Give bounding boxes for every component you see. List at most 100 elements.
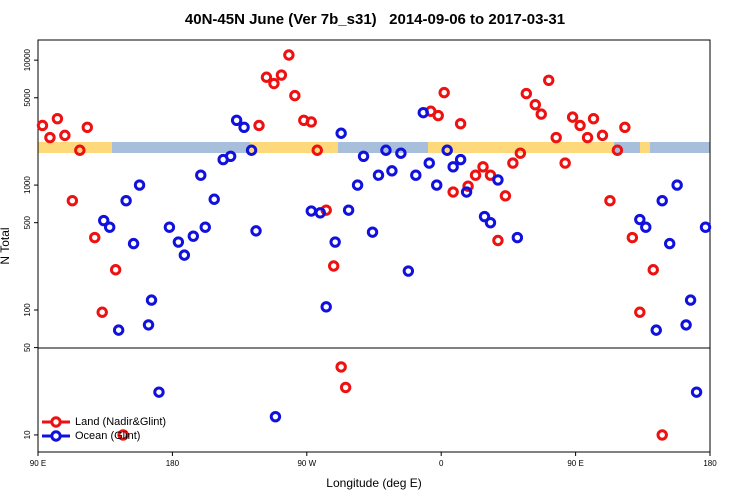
point [59, 129, 71, 142]
point [395, 147, 407, 159]
y-tick-label: 10 [23, 430, 32, 439]
point [98, 214, 110, 227]
point [117, 429, 129, 441]
point [671, 179, 683, 191]
point [626, 231, 639, 244]
point [112, 324, 125, 336]
point [380, 144, 392, 156]
point [283, 49, 295, 61]
point [611, 144, 624, 156]
point [543, 74, 555, 86]
point [366, 226, 379, 238]
point [462, 180, 474, 192]
point [684, 294, 697, 306]
land-band [250, 142, 338, 153]
point [492, 174, 504, 186]
y-tick-label: 50 [23, 343, 32, 352]
point [460, 186, 473, 198]
point [145, 294, 158, 306]
point [469, 169, 482, 181]
point [574, 119, 586, 132]
point [499, 190, 512, 202]
point [423, 157, 435, 169]
y-tick-label: 100 [23, 303, 32, 317]
point [432, 109, 444, 122]
point [559, 157, 571, 169]
point [314, 207, 326, 219]
point [438, 86, 450, 99]
point [441, 144, 453, 156]
point [268, 77, 280, 90]
point [484, 169, 497, 181]
land-band [428, 142, 614, 153]
x-tick-label: 90 W [297, 459, 316, 468]
legend-label: Ocean (Glint) [75, 430, 140, 442]
chart-title: 40N-45N June (Ver 7b_s31) 2014-09-06 to … [185, 11, 565, 28]
y-tick-label: 5000 [23, 88, 32, 106]
point [402, 265, 415, 277]
point [250, 225, 262, 237]
point [305, 205, 317, 217]
point [163, 221, 176, 233]
point [650, 324, 662, 336]
point [507, 157, 519, 169]
point [478, 210, 491, 223]
point [253, 119, 265, 132]
point [477, 161, 489, 173]
point [417, 106, 429, 119]
point [357, 150, 370, 162]
point [133, 179, 146, 191]
point [587, 112, 600, 125]
point [550, 131, 562, 144]
point [492, 234, 504, 247]
point [305, 116, 317, 128]
point [329, 236, 341, 248]
point [410, 169, 422, 181]
point [89, 231, 101, 244]
point [120, 194, 132, 207]
point [372, 169, 385, 181]
ocean-band [38, 142, 710, 153]
point [634, 306, 646, 318]
point [311, 144, 323, 156]
y-tick-label: 1000 [23, 176, 32, 194]
point [275, 69, 288, 81]
point [199, 221, 211, 233]
point [339, 381, 352, 394]
point [96, 306, 108, 318]
point [327, 260, 340, 272]
x-axis-label: Longitude (deg E) [326, 476, 421, 490]
point [529, 98, 541, 111]
x-tick-label: 0 [439, 459, 444, 468]
point [447, 186, 459, 198]
point [230, 114, 243, 127]
point [178, 249, 191, 261]
y-axis-label: N Total [0, 227, 12, 264]
point [109, 264, 122, 276]
point [640, 221, 652, 233]
y-tick-label: 10000 [23, 48, 32, 71]
x-tick-label: 180 [166, 459, 180, 468]
point [431, 179, 443, 191]
point [535, 108, 547, 120]
point [656, 429, 668, 441]
x-tick-label: 180 [703, 459, 717, 468]
point [320, 301, 332, 313]
point [36, 119, 49, 132]
point [596, 129, 609, 142]
point [351, 179, 364, 191]
point [44, 131, 56, 144]
y-tick-label: 500 [23, 215, 32, 229]
point [454, 117, 467, 130]
point [74, 144, 86, 156]
point [604, 194, 616, 207]
plot-frame [37, 39, 711, 453]
point [238, 121, 250, 134]
point [454, 153, 467, 166]
legend-label: Land (Nadir&Glint) [75, 416, 166, 428]
point [127, 237, 140, 250]
land-band [640, 142, 650, 153]
point [511, 231, 524, 244]
point [335, 127, 347, 139]
